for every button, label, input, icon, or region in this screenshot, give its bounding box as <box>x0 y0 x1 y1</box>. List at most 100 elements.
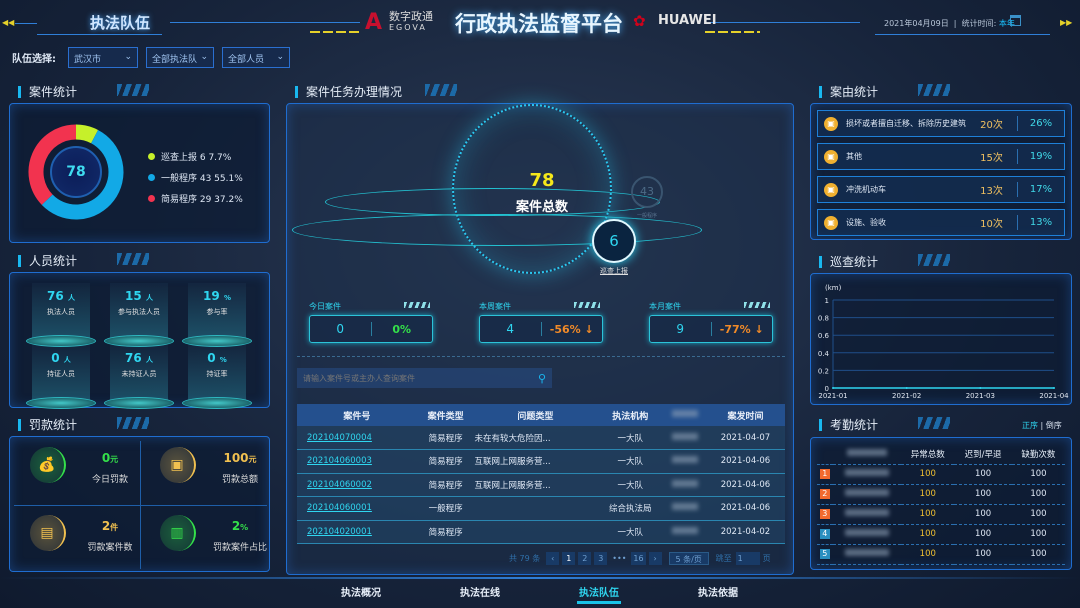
rank-badge: 5 <box>819 549 830 559</box>
case-number-link[interactable]: 202104060001 <box>297 496 417 521</box>
reason-percent: 19% <box>1029 151 1053 162</box>
absence-count: 100 <box>1011 524 1065 545</box>
divider <box>14 505 267 506</box>
task-total: 78 <box>529 170 555 191</box>
donut-slice[interactable] <box>75 124 99 144</box>
table-cell <box>474 520 597 544</box>
abnormal-total: 100 <box>901 524 955 545</box>
page-button[interactable]: 1 <box>562 552 576 565</box>
table-row: 5 100 100 100 <box>817 544 1065 565</box>
person-select[interactable]: 全部人员 ⌄ <box>222 47 290 68</box>
egova-logo-text: 数字政通 EGOVA <box>389 10 433 32</box>
case-search-bar: ⚲ <box>297 368 552 388</box>
case-number-link[interactable]: 202104060002 <box>297 473 417 497</box>
stat-period[interactable]: 本年 <box>998 19 1015 28</box>
table-row[interactable]: 202104060003 简易程序 互联网上网服务营... 一大队 2021-04-06 <box>297 449 785 474</box>
table-cell: 一大队 <box>596 449 665 474</box>
reason-item[interactable]: ▣ 设施、验收 10次 13% <box>817 209 1065 236</box>
absence-count: 100 <box>1011 544 1065 565</box>
fine-value: 0元 <box>101 451 119 465</box>
table-row[interactable]: 202104070004 简易程序 未在有较大危险因... 一大队 2021-04-07 <box>297 426 785 450</box>
donut-slice[interactable] <box>28 124 77 205</box>
reason-count: 20次 <box>966 116 1018 131</box>
case-number-link[interactable]: 202104070004 <box>297 426 417 450</box>
reason-item[interactable]: ▣ 冲洗机动车 13次 17% <box>817 176 1065 203</box>
page-button[interactable]: ••• <box>612 554 627 563</box>
money-bag-icon: 💰 <box>30 447 66 483</box>
reason-item[interactable]: ▣ 损坏或者擅自迁移、拆除历史建筑 20次 26% <box>817 110 1065 137</box>
title-decor <box>918 84 950 96</box>
kpi-label: 本月案件 <box>649 302 681 311</box>
name-cell <box>832 524 902 545</box>
table-cell: 一大队 <box>596 520 665 544</box>
fine-label: 罚款总额 <box>221 475 258 485</box>
handler-cell <box>664 473 706 497</box>
rank-badge: 2 <box>819 489 830 499</box>
kpi-change: -77% ↓ <box>719 322 764 336</box>
donut-slice[interactable] <box>41 129 124 220</box>
sort-desc-button[interactable]: 倒序 <box>1045 421 1062 430</box>
absence-count: 100 <box>1011 504 1065 525</box>
table-row: 3 100 100 100 <box>817 504 1065 525</box>
table-row[interactable]: 202104060001 一般程序 综合执法局 2021-04-06 <box>297 496 785 521</box>
handler-cell <box>664 426 706 450</box>
column-header: 案发时间 <box>705 404 785 426</box>
nav-tab[interactable]: 执法在线 <box>460 588 500 599</box>
header-line <box>710 22 860 23</box>
active-tab-indicator <box>577 601 621 604</box>
huawei-logo-text: HUAWEI <box>658 13 717 28</box>
staff-label: 未持证人员 <box>121 370 157 378</box>
page-button[interactable]: 16 <box>631 552 646 565</box>
case-donut-chart <box>28 124 124 220</box>
abnormal-total: 100 <box>901 504 955 525</box>
bubble-general[interactable]: 43 <box>631 176 663 208</box>
bubble-patrol[interactable]: 6 <box>592 219 636 263</box>
case-number-link[interactable]: 202104020001 <box>297 520 417 544</box>
staff-value: 19 % <box>203 289 231 303</box>
table-row[interactable]: 202104020001 简易程序 一大队 2021-04-02 <box>297 520 785 544</box>
search-icon[interactable]: ⚲ <box>537 371 546 385</box>
team-select[interactable]: 全部执法队 ⌄ <box>146 47 214 68</box>
legend-label: 一般程序 43 55.1% <box>161 174 243 184</box>
legend-label: 简易程序 29 37.2% <box>161 195 243 205</box>
y-tick-label: 0.8 <box>818 315 829 323</box>
section-title: 执法队伍 <box>90 14 151 32</box>
kpi-label: 本周案件 <box>479 302 511 311</box>
nav-tab[interactable]: 执法队伍 <box>579 588 619 599</box>
prev-page-button[interactable]: ‹ <box>546 552 560 565</box>
legend-item[interactable]: 一般程序 43 55.1% <box>148 171 243 184</box>
sort-asc-button[interactable]: 正序 <box>1022 421 1038 430</box>
data-point <box>1053 387 1055 389</box>
page-button[interactable]: 2 <box>578 552 592 565</box>
kpi-decor <box>574 302 600 308</box>
nav-tab[interactable]: 执法概况 <box>341 588 381 599</box>
case-number-link[interactable]: 202104060003 <box>297 449 417 474</box>
next-page-button[interactable]: › <box>648 552 662 565</box>
rank-badge: 3 <box>819 509 830 519</box>
goto-label: 跳至 <box>715 554 732 563</box>
task-total-label: 案件总数 <box>515 200 568 215</box>
column-header: 案件号 <box>297 404 417 426</box>
case-search-input[interactable] <box>303 373 538 383</box>
nav-tab[interactable]: 执法依据 <box>698 588 738 599</box>
y-tick-label: 0 <box>825 385 829 393</box>
report-chart-icon: ▥ <box>160 515 196 551</box>
page-button[interactable]: 3 <box>594 552 608 565</box>
page-title: 行政执法监督平台 <box>455 12 623 36</box>
staff-card: 19 % 参与率 <box>182 283 252 347</box>
goto-page-input[interactable]: 1 <box>735 552 760 565</box>
kpi-change: 0% <box>392 322 412 336</box>
staff-label: 持证人员 <box>47 370 75 378</box>
rank-badge: 4 <box>819 529 830 539</box>
table-row[interactable]: 202104060002 简易程序 互联网上网服务营... 一大队 2021-04-06 <box>297 473 785 497</box>
table-cell: 一大队 <box>596 473 665 497</box>
legend-item[interactable]: 简易程序 29 37.2% <box>148 192 243 205</box>
legend-item[interactable]: 巡查上报 6 7.7% <box>148 150 243 163</box>
calendar-icon[interactable] <box>1010 15 1021 26</box>
reason-item[interactable]: ▣ 其他 15次 19% <box>817 143 1065 170</box>
city-select[interactable]: 武汉市 ⌄ <box>68 47 138 68</box>
table-cell: 一大队 <box>596 426 665 450</box>
filter-label: 队伍选择: <box>12 54 56 65</box>
page-size-select[interactable]: 5 条/页 <box>668 552 709 565</box>
fine-item: 💰 0元 今日罚款 <box>10 437 140 507</box>
